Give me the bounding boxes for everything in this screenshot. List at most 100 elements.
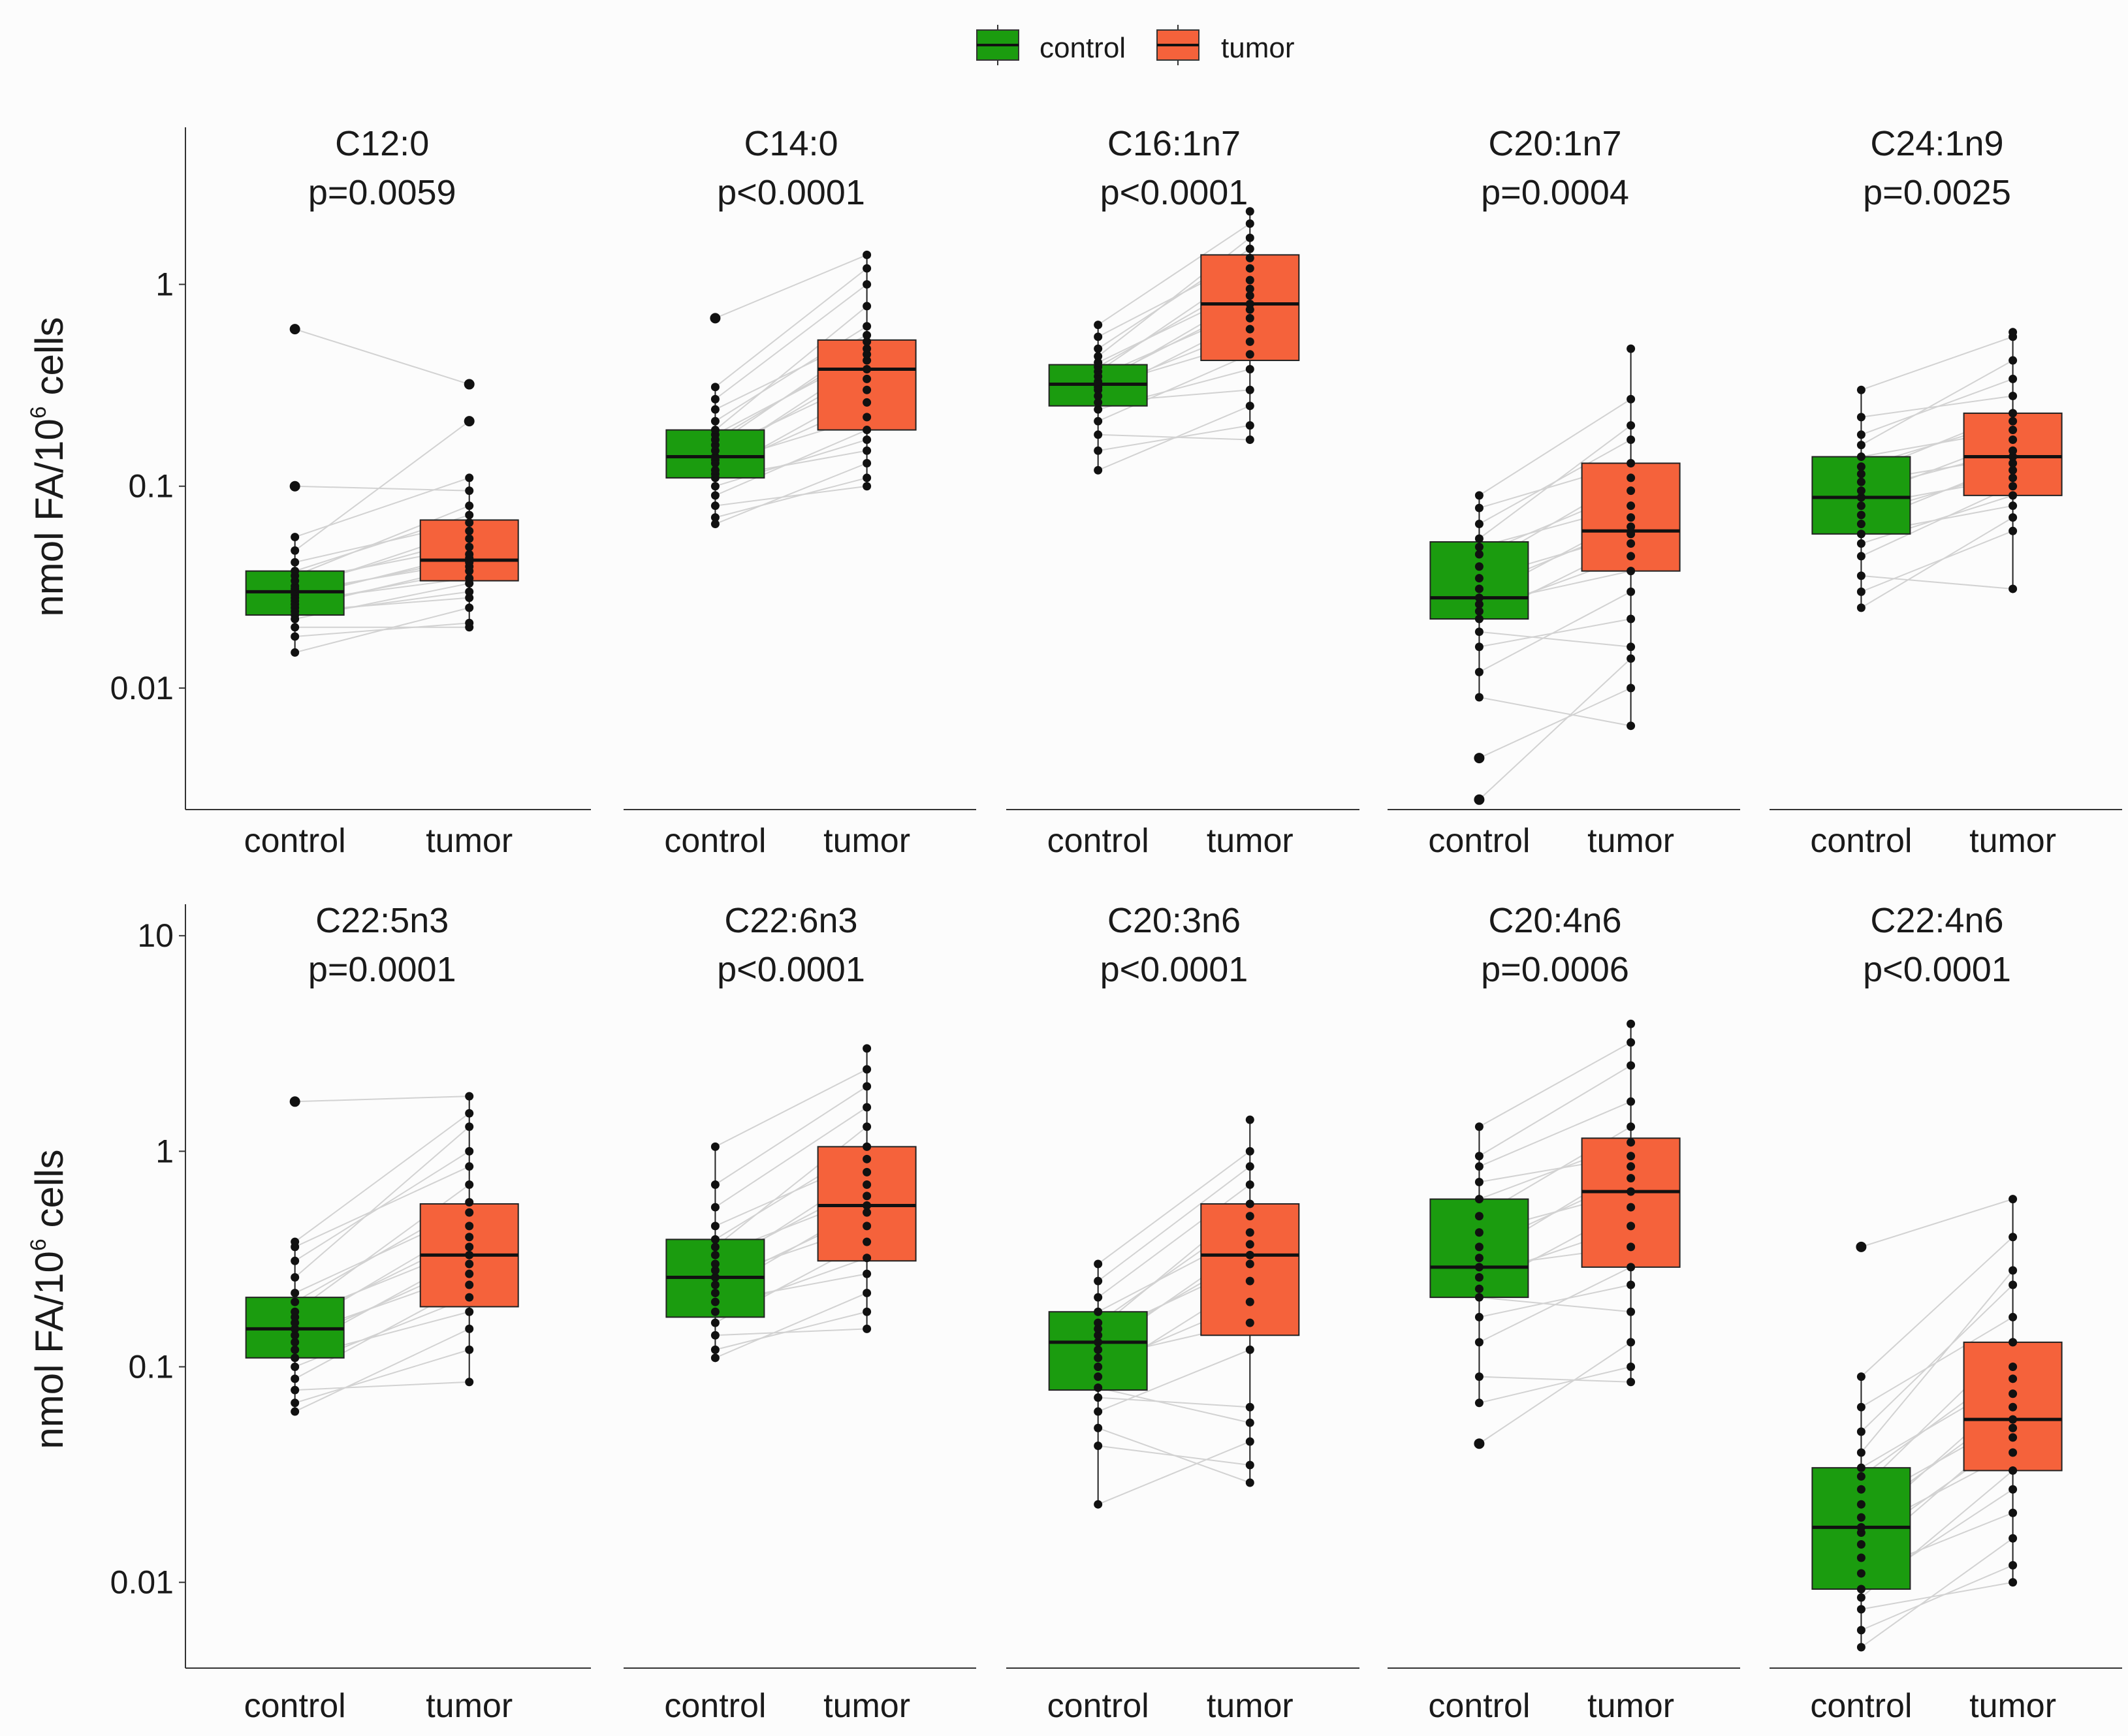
data-point	[1474, 1284, 1484, 1293]
data-point	[2009, 417, 2018, 426]
pair-line	[294, 420, 470, 552]
data-point	[1474, 1372, 1484, 1381]
pair-line	[1861, 575, 2013, 590]
data-point	[2009, 491, 2018, 500]
box-tumor	[1963, 1195, 2063, 1587]
data-point	[2009, 328, 2018, 337]
pair-line	[294, 1113, 470, 1242]
box-control	[1048, 321, 1148, 475]
data-point	[465, 1109, 474, 1118]
pair-line	[1861, 395, 2013, 418]
data-point	[1474, 614, 1484, 623]
data-point	[710, 1242, 720, 1252]
x-tick-label-control: control	[664, 1687, 766, 1725]
data-point	[465, 486, 474, 496]
data-point	[863, 435, 872, 444]
data-point	[1245, 1259, 1254, 1269]
data-point	[863, 302, 872, 311]
data-point	[1627, 1263, 1636, 1272]
panel-c14-0: C14:0 p<0.0001 control tumor	[624, 124, 976, 860]
points-tumor	[2009, 328, 2018, 593]
panel-c22-4n6: C22:4n6 p<0.0001 control tumor	[1770, 901, 2122, 1725]
data-point	[2009, 1415, 2018, 1424]
data-point	[2009, 1374, 2018, 1383]
data-point	[1094, 466, 1103, 475]
pair-line	[714, 306, 868, 431]
data-point	[863, 280, 872, 289]
data-point	[863, 482, 872, 491]
data-point	[863, 1254, 872, 1263]
pair-line	[1478, 439, 1632, 525]
pair-line	[715, 1292, 867, 1359]
panel-c24-1n9: C24:1n9 p=0.0025 control tumor	[1770, 124, 2122, 860]
data-point	[291, 1297, 300, 1306]
pair-line	[1478, 657, 1632, 800]
data-point	[863, 446, 872, 455]
data-point	[1627, 1187, 1636, 1196]
data-point	[1856, 413, 1866, 422]
data-point	[1474, 534, 1484, 543]
pair-line	[715, 254, 867, 319]
box-control	[1429, 1122, 1529, 1449]
data-point	[1856, 1605, 1866, 1614]
data-point	[291, 567, 300, 576]
pair-line	[1479, 697, 1631, 727]
data-point	[863, 473, 872, 482]
panel-pvalue: p<0.0001	[717, 950, 865, 989]
data-point	[291, 1374, 300, 1383]
data-point	[2009, 1578, 2018, 1587]
panel-title: C16:1n7	[1107, 124, 1241, 163]
points-control	[289, 324, 300, 657]
data-point	[1856, 486, 1866, 496]
data-point	[465, 1307, 474, 1316]
data-point	[1474, 1242, 1484, 1252]
data-point	[1474, 503, 1484, 513]
data-point	[465, 1208, 474, 1217]
pair-line	[1098, 424, 1250, 452]
data-point	[1245, 1240, 1254, 1249]
data-point	[289, 324, 300, 335]
data-point	[291, 1256, 300, 1265]
data-point	[465, 518, 474, 528]
data-point	[863, 385, 872, 394]
panel-c20-3n6: C20:3n6 p<0.0001 control tumor	[1006, 901, 1359, 1725]
data-point	[1094, 1500, 1103, 1509]
pair-line	[1098, 1427, 1250, 1483]
data-point	[2009, 1389, 2018, 1398]
data-point	[863, 413, 872, 422]
panel-c12-0: 0.01 0.1 1 C12:0 p=0.0059 control tumor	[110, 124, 591, 860]
data-point	[2009, 501, 2018, 511]
data-point	[710, 417, 720, 426]
data-point	[465, 1233, 474, 1242]
data-point	[291, 533, 300, 542]
data-point	[863, 344, 872, 353]
data-point	[2009, 374, 2018, 383]
data-point	[1094, 1324, 1103, 1333]
data-point	[1474, 1398, 1484, 1408]
data-point	[863, 1269, 872, 1278]
box-control	[665, 313, 765, 529]
pair-line	[294, 1126, 470, 1278]
data-point	[1627, 486, 1636, 496]
data-point	[464, 379, 475, 390]
data-point	[465, 1250, 474, 1259]
data-point	[1627, 1362, 1636, 1371]
panel-pvalue: p=0.0001	[308, 950, 456, 989]
data-point	[710, 1331, 720, 1340]
pair-line	[1861, 1564, 2013, 1631]
data-point	[1856, 1593, 1866, 1602]
data-point	[1094, 1307, 1103, 1316]
data-point	[1245, 1345, 1254, 1354]
data-point	[291, 1324, 300, 1333]
data-point	[1094, 398, 1103, 407]
pair-line	[1860, 360, 2014, 446]
data-point	[1245, 264, 1254, 273]
data-point	[1094, 1318, 1103, 1327]
pair-line	[1098, 1349, 1250, 1412]
data-point	[465, 1197, 474, 1207]
pair-line	[1860, 1284, 2014, 1432]
panel-pvalue: p<0.0001	[717, 173, 865, 212]
pair-line	[1478, 687, 1632, 759]
data-point	[1627, 642, 1636, 652]
data-point	[863, 1208, 872, 1217]
